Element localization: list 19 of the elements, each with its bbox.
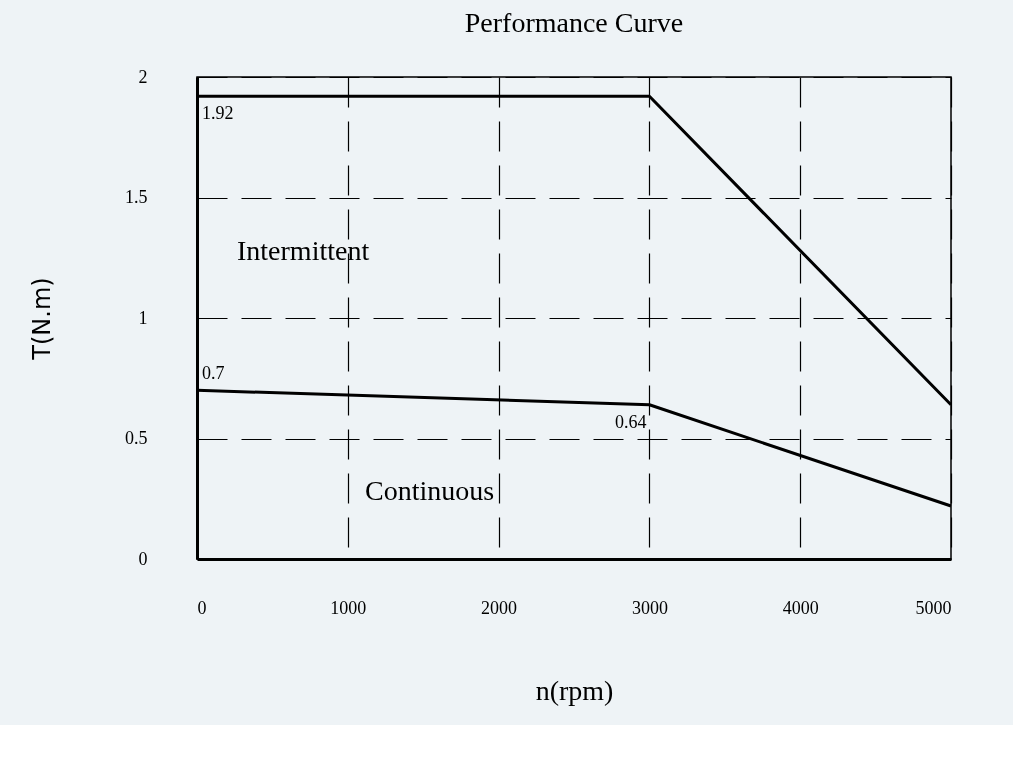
y-tick-label: 2 <box>138 66 148 87</box>
data-label: 0.7 <box>202 363 225 384</box>
x-tick-label: 5000 <box>915 597 952 618</box>
annotation: Intermittent <box>237 235 370 266</box>
x-tick-label: 4000 <box>782 597 819 618</box>
y-tick-label: 1.5 <box>125 187 148 207</box>
y-axis-title: T(N.m) <box>28 277 56 361</box>
y-tick-label: 0 <box>138 548 148 569</box>
x-tick-label: 0 <box>197 597 207 618</box>
data-label: 1.92 <box>202 103 234 124</box>
x-tick-label: 3000 <box>631 597 668 618</box>
annotation: Continuous <box>365 475 495 506</box>
x-tick-label: 2000 <box>481 597 518 618</box>
data-label: 0.64 <box>614 411 647 432</box>
chart-title: Performance Curve <box>464 7 684 38</box>
y-tick-label: 0.5 <box>125 428 148 448</box>
x-tick-label: 1000 <box>330 597 367 618</box>
y-tick-label: 1 <box>138 307 148 328</box>
x-axis-title: n(rpm) <box>535 674 614 706</box>
